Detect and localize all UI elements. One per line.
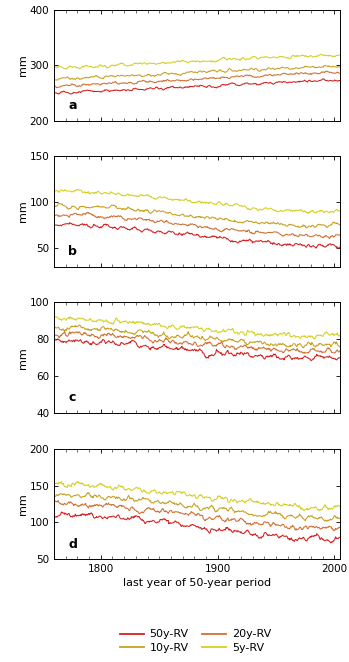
Text: a: a bbox=[68, 99, 77, 112]
Y-axis label: mm: mm bbox=[18, 493, 28, 515]
X-axis label: last year of 50-year period: last year of 50-year period bbox=[123, 579, 271, 589]
Text: c: c bbox=[68, 391, 76, 404]
Y-axis label: mm: mm bbox=[18, 201, 28, 222]
Legend: 50y-RV, 10y-RV, 20y-RV, 5y-RV: 50y-RV, 10y-RV, 20y-RV, 5y-RV bbox=[115, 625, 276, 658]
Text: b: b bbox=[68, 245, 77, 258]
Y-axis label: mm: mm bbox=[18, 54, 28, 76]
Text: d: d bbox=[68, 538, 77, 551]
Y-axis label: mm: mm bbox=[18, 347, 28, 369]
